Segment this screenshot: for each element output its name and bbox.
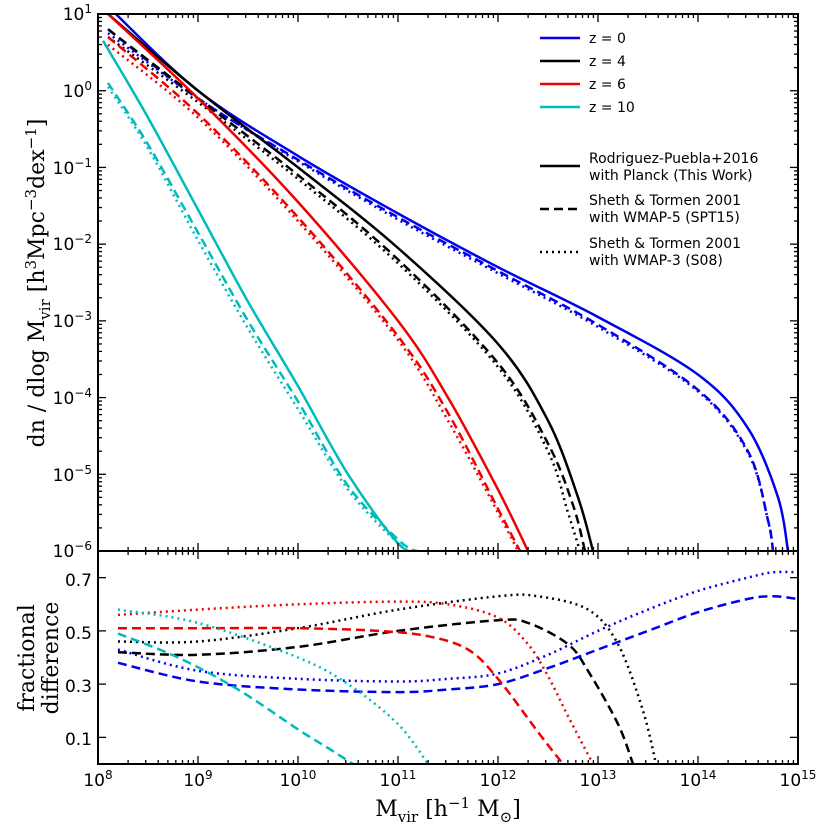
xtick-1e11: 1011 (380, 768, 417, 791)
bottom-panel-frame (97, 550, 799, 765)
series-line-z-0-wmap-3 (117, 570, 798, 683)
series-line-z-10-wmap-5 (117, 632, 354, 764)
ytick-0.3: 0.3 (65, 677, 92, 697)
series-line-z-4-wmap-3 (117, 593, 658, 764)
series-line-z-0-wmap-5 (117, 595, 798, 694)
series-line-z-6-wmap-5 (117, 626, 564, 764)
series-line-z-4-this-work (107, 14, 595, 551)
ytick-0.5: 0.5 (65, 624, 92, 644)
legend-label-z10: z = 10 (589, 100, 635, 116)
legend-label-z0: z = 0 (589, 31, 626, 47)
xtick-1e15: 1015 (780, 768, 817, 791)
xtick-1e12: 1012 (480, 768, 517, 791)
bottom-panel-series (117, 570, 798, 764)
series-line-z-4-wmap-3 (107, 35, 582, 551)
ytick-1e-5: 10−5 (53, 463, 92, 486)
bottom-y-axis-title-line2: difference (39, 602, 64, 715)
ytick-1e-6: 10−6 (53, 539, 92, 562)
ytick-1e-1: 10−1 (53, 156, 92, 179)
ytick-0.1: 0.1 (65, 730, 92, 750)
series-line-z-0-this-work (114, 14, 790, 551)
xtick-1e10: 1010 (280, 768, 317, 791)
legend-redshift: z = 0 z = 4 z = 6 z = 10 (540, 31, 635, 116)
ytick-0.7: 0.7 (65, 571, 92, 591)
ytick-1e-4: 10−4 (53, 386, 92, 409)
bottom-y-tick-labels: 0.7 0.5 0.3 0.1 (65, 571, 92, 750)
series-line-z-10-wmap-3 (117, 608, 430, 764)
legend-label-spt15-1: Sheth & Tormen 2001 (589, 193, 741, 209)
top-y-tick-labels: 101 100 10−1 10−2 10−3 10−4 10−5 10−6 (53, 2, 92, 562)
xtick-1e13: 1013 (580, 768, 617, 791)
top-y-axis-title: dn / dlog Mvir [h3Mpc−3dex−1] (22, 119, 54, 448)
legend-label-s08-1: Sheth & Tormen 2001 (589, 236, 741, 252)
legend-label-spt15-2: with WMAP-5 (SPT15) (589, 210, 740, 226)
ytick-1e-2: 10−2 (53, 232, 92, 255)
series-line-z-4-wmap-5 (107, 28, 587, 551)
legend-label-s08-2: with WMAP-3 (S08) (589, 253, 723, 269)
legend-label-z6: z = 6 (589, 77, 626, 93)
xtick-1e14: 1014 (680, 768, 717, 791)
legend-model: Rodriguez-Puebla+2016 with Planck (This … (540, 151, 758, 269)
ytick-1e-3: 10−3 (53, 309, 92, 332)
series-line-z-4-wmap-5 (117, 618, 635, 764)
x-axis-title: Mvir [h−1 M⊙] (375, 794, 521, 826)
ytick-1e1: 101 (63, 2, 92, 25)
legend-label-this-work-1: Rodriguez-Puebla+2016 (589, 151, 758, 167)
axis-ticks (97, 13, 799, 764)
xtick-1e9: 109 (183, 768, 212, 791)
xtick-1e8: 108 (83, 768, 112, 791)
series-line-z-10-wmap-5 (106, 82, 417, 551)
top-panel-series (101, 14, 790, 551)
ytick-1e0: 100 (63, 79, 92, 102)
legend-label-z4: z = 4 (589, 54, 626, 70)
legend-label-this-work-2: with Planck (This Work) (589, 168, 753, 184)
series-line-z-6-this-work (107, 14, 530, 551)
series-line-z-10-this-work (101, 40, 419, 551)
series-line-z-0-wmap-3 (107, 32, 775, 551)
series-line-z-6-wmap-3 (107, 43, 520, 551)
bottom-y-axis-title-line1: fractional (15, 604, 40, 712)
series-line-z-6-wmap-3 (117, 600, 595, 764)
x-tick-labels: 108 109 1010 1011 1012 1013 1014 1015 (83, 768, 816, 791)
series-line-z-6-wmap-5 (107, 36, 522, 551)
